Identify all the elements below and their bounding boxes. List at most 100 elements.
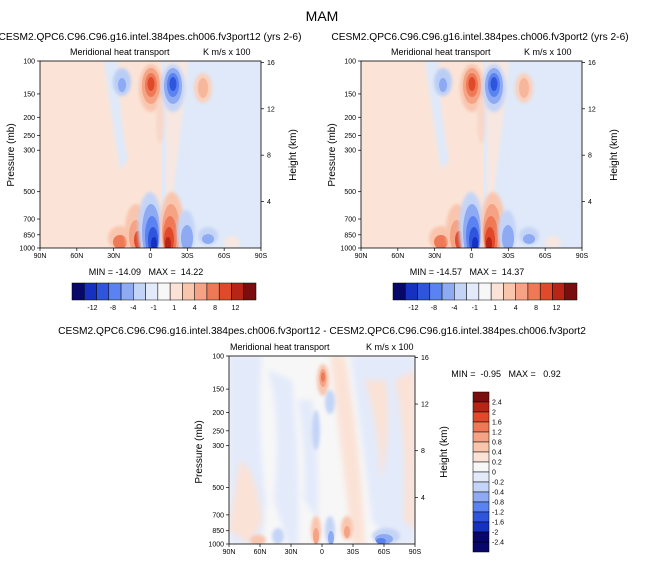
colorbar-box [429, 282, 443, 301]
panel-1-left-label: Meridional heat transport [70, 47, 170, 57]
y-tick-label: 100 [344, 59, 356, 66]
colorbar-box [145, 282, 159, 301]
colorbar-box [552, 282, 565, 301]
colorbar-tick-label: 2 [492, 410, 496, 417]
panel-2: CESM2.QPC6.C96.C96.g16.intel.384pes.ch00… [327, 32, 629, 312]
y-tick-label: 700 [23, 217, 35, 224]
panel-3-axes: 100 150 200 250 300 500 700 850 1000 16 12 8 4 90N 60N… [208, 354, 428, 557]
y2-tick-label: 16 [267, 60, 275, 67]
colorbar-tick-label: 4 [514, 305, 518, 312]
colorbar-box [441, 282, 455, 301]
x-tick-label: 90S [255, 253, 268, 260]
colorbar-box [472, 491, 490, 503]
colorbar-tick-label: -12 [87, 305, 97, 312]
panel-1-colorbar: -12 -8 -4 -1 1 4 8 12 [71, 282, 257, 312]
colorbar-box [490, 282, 504, 301]
colorbar-box [157, 282, 171, 301]
y-tick-label: 700 [344, 217, 356, 224]
colorbar-box [218, 282, 232, 301]
x-tick-label: 90S [576, 253, 589, 260]
panel-3-y2label: Height (km) [439, 426, 450, 478]
colorbar-box [133, 282, 146, 301]
y-tick-label: 100 [212, 354, 224, 361]
colorbar-box [472, 391, 490, 403]
colorbar-tick-label: -8 [110, 305, 116, 312]
panel-3-ylabel: Pressure (mb) [194, 420, 205, 483]
colorbar-box [417, 282, 431, 301]
panel-3-right-label: K m/s x 100 [366, 342, 414, 352]
colorbar-tick-label: -1 [472, 305, 478, 312]
colorbar-box [108, 282, 122, 301]
panel-3: CESM2.QPC6.C96.C96.g16.intel.384pes.ch00… [58, 326, 586, 556]
panel-1-title: CESM2.QPC6.C96.C96.g16.intel.384pes.ch00… [0, 32, 301, 43]
colorbar-box [472, 461, 490, 473]
panel-2-axes: 100 150 200 250 300 500 700 850 1000 16 12 8 4 90N 60N… [340, 59, 595, 261]
y-tick-label: 150 [212, 387, 224, 394]
panel-2-field [361, 61, 582, 248]
y-tick-label: 700 [212, 512, 224, 519]
colorbar-box [243, 282, 257, 301]
x-tick-label: 0 [320, 549, 324, 556]
y2-tick-label: 4 [421, 495, 425, 502]
colorbar-box [405, 282, 418, 301]
x-tick-label: 60N [254, 549, 267, 556]
colorbar-tick-label: 1 [493, 305, 497, 312]
panel-2-ylabel: Pressure (mb) [327, 123, 338, 186]
colorbar-box [84, 282, 97, 301]
y-tick-label: 200 [212, 410, 224, 417]
panel-3-field [229, 356, 415, 544]
y2-tick-label: 12 [588, 106, 596, 113]
y2-tick-label: 8 [267, 153, 271, 160]
y2-tick-label: 4 [588, 199, 592, 206]
colorbar-box [472, 531, 490, 543]
colorbar-box [503, 282, 516, 301]
x-tick-label: 30N [285, 549, 298, 556]
colorbar-tick-label: -0.2 [492, 480, 504, 487]
y-tick-label: 150 [344, 91, 356, 98]
colorbar-tick-label: 0.4 [492, 450, 502, 457]
panel-2-colorbar: -12 -8 -4 -1 1 4 8 12 [392, 282, 578, 312]
colorbar-tick-label: -0.8 [492, 500, 504, 507]
y-tick-label: 850 [23, 232, 35, 239]
y-tick-label: 250 [212, 428, 224, 435]
x-tick-label: 60S [539, 253, 552, 260]
colorbar-box [472, 401, 490, 413]
colorbar-box [472, 501, 490, 513]
colorbar-box [466, 282, 480, 301]
page-title: MAM [306, 8, 339, 24]
panel-2-y2label: Height (km) [609, 129, 620, 181]
colorbar-box [478, 282, 492, 301]
panel-3-colorbar: 2.4 2 1.6 1.2 0.8 0.4 0.2 0 -0.2 -0.4 -0.8 -1.2 -1.6… [472, 391, 504, 553]
panel-1-y2label: Height (km) [288, 129, 299, 181]
x-tick-label: 60S [218, 253, 231, 260]
y-tick-label: 1000 [208, 542, 224, 549]
y2-tick-label: 16 [421, 355, 429, 362]
y-tick-label: 100 [23, 59, 35, 66]
y-tick-label: 500 [23, 189, 35, 196]
x-tick-label: 30S [347, 549, 360, 556]
y2-tick-label: 8 [421, 448, 425, 455]
colorbar-tick-label: 8 [534, 305, 538, 312]
colorbar-tick-label: 0.8 [492, 440, 502, 447]
y-tick-label: 500 [212, 485, 224, 492]
panel-1-ylabel: Pressure (mb) [6, 123, 17, 186]
panel-2-left-label: Meridional heat transport [391, 47, 491, 57]
panel-1-field [40, 61, 261, 248]
x-tick-label: 90N [223, 549, 236, 556]
colorbar-box [527, 282, 541, 301]
colorbar-box [472, 441, 490, 453]
y-tick-label: 250 [23, 133, 35, 140]
colorbar-box [472, 431, 490, 443]
colorbar-box [182, 282, 195, 301]
colorbar-box [472, 451, 490, 463]
colorbar-tick-label: -1.2 [492, 510, 504, 517]
colorbar-tick-label: 1.2 [492, 430, 502, 437]
colorbar-tick-label: -12 [408, 305, 418, 312]
colorbar-box [169, 282, 183, 301]
panel-2-right-label: K m/s x 100 [524, 47, 572, 57]
y2-tick-label: 4 [267, 199, 271, 206]
colorbar-box [472, 521, 490, 533]
colorbar-box [231, 282, 244, 301]
colorbar-box [96, 282, 110, 301]
